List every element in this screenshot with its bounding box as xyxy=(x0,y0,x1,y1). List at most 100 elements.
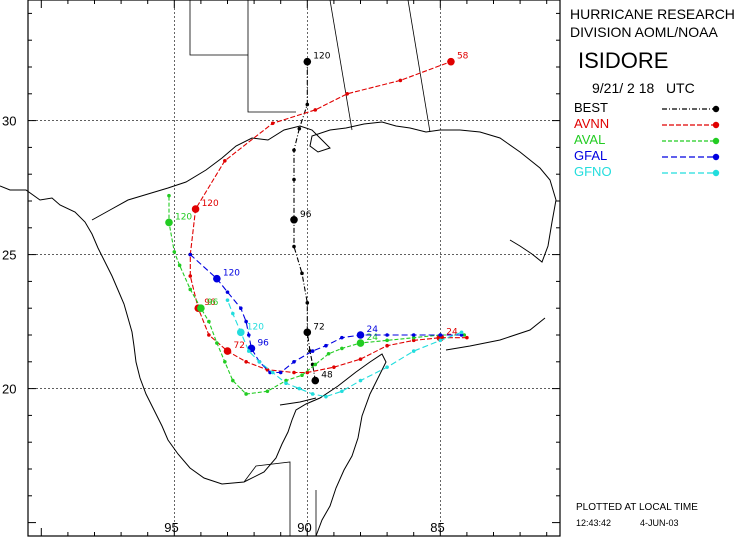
track-point xyxy=(459,333,464,337)
track-point xyxy=(225,298,230,302)
track-point xyxy=(358,357,363,361)
track-point xyxy=(305,301,310,305)
legend-item-gfno: GFNO xyxy=(574,164,734,180)
forecast-hour-label: 58 xyxy=(457,52,469,62)
forecast-hour-label: 24 xyxy=(446,328,458,338)
track-point xyxy=(411,349,416,353)
forecast-hour-label: 120 xyxy=(223,269,240,279)
legend-swatch xyxy=(662,169,720,177)
forecast-hour-label: 48 xyxy=(321,371,333,381)
track-point xyxy=(231,311,235,316)
track-marker xyxy=(303,57,312,66)
forecast-hour-label: 72 xyxy=(313,322,324,332)
track-point xyxy=(246,333,251,337)
track-point xyxy=(462,333,467,337)
track-point xyxy=(385,338,389,343)
lat-label: 20 xyxy=(2,382,16,397)
forecast-hour-label: 120 xyxy=(175,212,192,222)
legend-label: BEST xyxy=(574,100,608,115)
legend-dot xyxy=(712,153,720,161)
track-point xyxy=(340,389,344,394)
coastline xyxy=(0,121,557,537)
track-point xyxy=(278,370,283,375)
track-point xyxy=(297,386,302,391)
forecast-hour-label: 96 xyxy=(300,210,312,220)
legend-dot xyxy=(712,121,720,129)
legend-item-gfal: GFAL xyxy=(574,148,734,164)
track-point xyxy=(313,108,318,112)
legend-label: GFAL xyxy=(574,148,608,163)
track-marker xyxy=(223,347,232,355)
track-point xyxy=(310,349,315,353)
track-point xyxy=(207,333,211,337)
lon-label: 85 xyxy=(430,520,444,535)
org-line-2: DIVISION AOML/NOAA xyxy=(570,24,718,40)
track-point xyxy=(244,360,248,364)
track-point xyxy=(459,330,464,335)
forecast-hour-label: 96 xyxy=(257,338,269,348)
track-point xyxy=(297,126,302,131)
track-point xyxy=(270,370,275,375)
track-point xyxy=(246,349,251,353)
forecast-hour-label: 72 xyxy=(234,341,245,351)
lat-label: 25 xyxy=(2,248,16,263)
track-marker xyxy=(197,304,205,313)
track-point xyxy=(305,102,310,107)
axis-ticks xyxy=(28,0,560,536)
plot-time: 12:43:42 xyxy=(576,518,612,528)
track-point xyxy=(411,335,416,340)
lon-label: 90 xyxy=(297,520,311,535)
track-point xyxy=(215,341,219,345)
track-point xyxy=(411,333,416,337)
legend-dot xyxy=(712,169,720,177)
track-marker xyxy=(303,328,312,337)
lon-label: 95 xyxy=(164,520,178,535)
track-point xyxy=(284,381,288,386)
track-point xyxy=(257,360,262,364)
lat-lon-grid xyxy=(28,0,560,536)
track-point xyxy=(398,78,403,83)
track-point xyxy=(270,121,275,126)
track-point xyxy=(292,148,296,152)
track-point xyxy=(310,392,315,396)
forecast-hour-label: 96 xyxy=(207,298,219,308)
legend-label: GFNO xyxy=(574,164,612,179)
track-point xyxy=(411,338,416,343)
track-point xyxy=(225,290,230,294)
track-point xyxy=(345,92,350,96)
track-marker xyxy=(191,205,200,213)
track-aval: 24 96 120 xyxy=(165,193,467,396)
track-point xyxy=(188,287,193,292)
track-point xyxy=(265,389,270,394)
track-marker xyxy=(237,328,245,337)
map-frame xyxy=(27,0,561,537)
forecast-hour-label: 24 xyxy=(367,325,379,335)
track-point xyxy=(358,378,363,383)
legend-dot xyxy=(712,105,720,113)
legend-label: AVNN xyxy=(574,116,610,131)
track-point xyxy=(167,193,171,198)
track-point xyxy=(207,319,211,324)
track-line xyxy=(168,195,465,395)
track-marker xyxy=(447,57,455,66)
track-point xyxy=(385,333,389,337)
track-marker xyxy=(290,215,298,224)
track-point xyxy=(324,394,328,399)
org-line-1: HURRICANE RESEARCH xyxy=(570,6,735,22)
track-point xyxy=(305,370,310,375)
track-point xyxy=(340,346,344,351)
date-time: 9/21/ 2 18 UTC xyxy=(592,80,695,96)
track-point xyxy=(231,378,235,383)
track-point xyxy=(172,250,177,254)
track-point xyxy=(438,338,443,343)
track-avnn: 24 72 96 120 58 xyxy=(188,52,469,375)
track-point xyxy=(188,274,193,278)
track-point xyxy=(340,335,344,340)
legend-swatch xyxy=(662,137,720,145)
forecast-hour-label: 96 xyxy=(204,298,216,308)
track-point xyxy=(292,360,296,364)
plotted-note: PLOTTED AT LOCAL TIME xyxy=(576,502,698,513)
track-point xyxy=(385,365,389,369)
track-point xyxy=(465,335,469,340)
forecast-hour-label: 120 xyxy=(247,322,264,332)
